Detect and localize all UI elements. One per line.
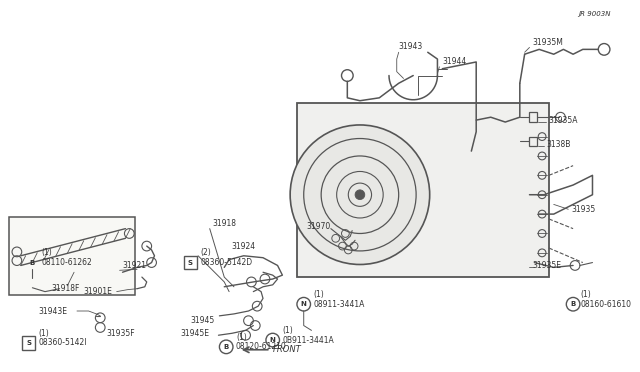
Text: B: B bbox=[570, 301, 576, 307]
Text: B: B bbox=[223, 344, 229, 350]
Text: 31901E: 31901E bbox=[84, 287, 113, 296]
Text: 31935: 31935 bbox=[571, 205, 595, 214]
Text: (2): (2) bbox=[200, 248, 211, 257]
Bar bbox=[529, 137, 537, 146]
Text: 08120-61210: 08120-61210 bbox=[236, 342, 287, 352]
Text: N: N bbox=[270, 337, 276, 343]
Circle shape bbox=[290, 125, 429, 264]
Text: JR 9003N: JR 9003N bbox=[578, 10, 611, 16]
Text: S: S bbox=[188, 260, 193, 266]
Text: (1): (1) bbox=[314, 290, 324, 299]
Text: 31935A: 31935A bbox=[549, 116, 579, 125]
Text: 31945E: 31945E bbox=[180, 329, 210, 338]
Bar bbox=[529, 112, 537, 122]
Text: 31970: 31970 bbox=[307, 222, 331, 231]
Text: 31921: 31921 bbox=[122, 261, 147, 270]
FancyBboxPatch shape bbox=[22, 336, 35, 350]
Text: 3138B: 3138B bbox=[546, 140, 570, 149]
Text: 08160-61610: 08160-61610 bbox=[581, 300, 632, 309]
Text: 31943E: 31943E bbox=[38, 307, 67, 315]
Text: N: N bbox=[301, 301, 307, 307]
Circle shape bbox=[566, 298, 580, 311]
Text: B: B bbox=[30, 260, 35, 266]
Text: (1): (1) bbox=[282, 326, 293, 335]
Circle shape bbox=[266, 333, 280, 347]
Text: S: S bbox=[26, 340, 31, 346]
Text: (1): (1) bbox=[236, 333, 246, 341]
Text: 31924: 31924 bbox=[231, 241, 255, 251]
Text: 31943: 31943 bbox=[399, 42, 423, 51]
Text: 08360-5142D: 08360-5142D bbox=[200, 258, 252, 267]
Text: 31935M: 31935M bbox=[532, 38, 563, 47]
Text: 08360-5142I: 08360-5142I bbox=[38, 339, 86, 347]
Bar bbox=[297, 103, 549, 277]
Circle shape bbox=[297, 298, 310, 311]
Bar bbox=[9, 217, 135, 295]
Text: 31935E: 31935E bbox=[532, 261, 561, 270]
Text: 08110-61262: 08110-61262 bbox=[41, 258, 92, 267]
Circle shape bbox=[26, 256, 39, 269]
Text: 08911-3441A: 08911-3441A bbox=[314, 300, 365, 309]
Circle shape bbox=[355, 190, 365, 199]
Circle shape bbox=[220, 340, 233, 354]
Text: 31918F: 31918F bbox=[52, 284, 80, 293]
Text: 31945: 31945 bbox=[190, 316, 214, 325]
Text: (1): (1) bbox=[41, 248, 52, 257]
Text: FRONT: FRONT bbox=[273, 345, 301, 354]
Text: (1): (1) bbox=[38, 329, 49, 338]
Text: 31944: 31944 bbox=[442, 57, 467, 67]
Text: 31918: 31918 bbox=[212, 219, 237, 228]
FancyBboxPatch shape bbox=[184, 256, 197, 269]
Text: 0B911-3441A: 0B911-3441A bbox=[282, 336, 334, 344]
Text: (1): (1) bbox=[581, 290, 591, 299]
Text: 31935F: 31935F bbox=[106, 329, 134, 338]
